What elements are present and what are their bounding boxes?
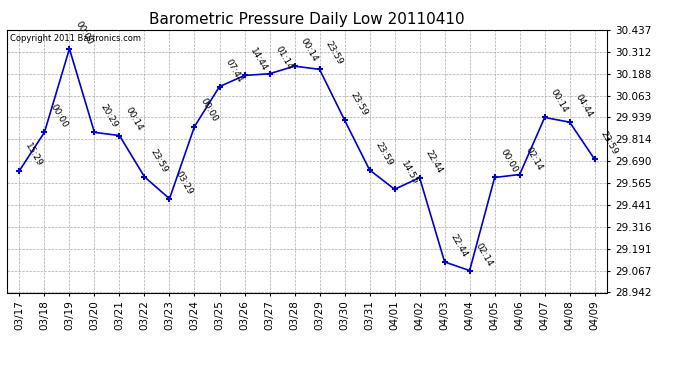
Text: 22:44: 22:44	[424, 148, 444, 175]
Text: 23:59: 23:59	[348, 90, 369, 117]
Text: 01:14: 01:14	[274, 44, 295, 71]
Text: 03:29: 03:29	[174, 169, 195, 196]
Text: 23:59: 23:59	[148, 147, 169, 174]
Text: 23:59: 23:59	[324, 40, 344, 66]
Text: 00:00: 00:00	[74, 19, 95, 46]
Text: 02:14: 02:14	[524, 145, 544, 172]
Text: 00:00: 00:00	[48, 103, 69, 130]
Text: 07:44: 07:44	[224, 57, 244, 84]
Text: 15:29: 15:29	[23, 141, 44, 168]
Text: 23:59: 23:59	[374, 140, 395, 167]
Text: 00:00: 00:00	[499, 148, 520, 175]
Text: 02:14: 02:14	[474, 241, 495, 268]
Text: 00:14: 00:14	[124, 106, 144, 133]
Title: Barometric Pressure Daily Low 20110410: Barometric Pressure Daily Low 20110410	[149, 12, 465, 27]
Text: 20:29: 20:29	[99, 103, 119, 130]
Text: 14:44: 14:44	[248, 46, 269, 73]
Text: 14:55: 14:55	[399, 160, 420, 186]
Text: 00:14: 00:14	[299, 37, 319, 63]
Text: 00:00: 00:00	[199, 97, 219, 124]
Text: Copyright 2011 Bartronics.com: Copyright 2011 Bartronics.com	[10, 34, 141, 43]
Text: 22:44: 22:44	[448, 233, 469, 259]
Text: 04:44: 04:44	[574, 93, 594, 119]
Text: 00:14: 00:14	[549, 88, 569, 115]
Text: 23:59: 23:59	[599, 130, 620, 157]
